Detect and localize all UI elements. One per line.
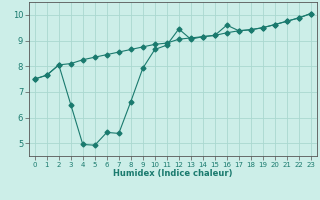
X-axis label: Humidex (Indice chaleur): Humidex (Indice chaleur) (113, 169, 233, 178)
